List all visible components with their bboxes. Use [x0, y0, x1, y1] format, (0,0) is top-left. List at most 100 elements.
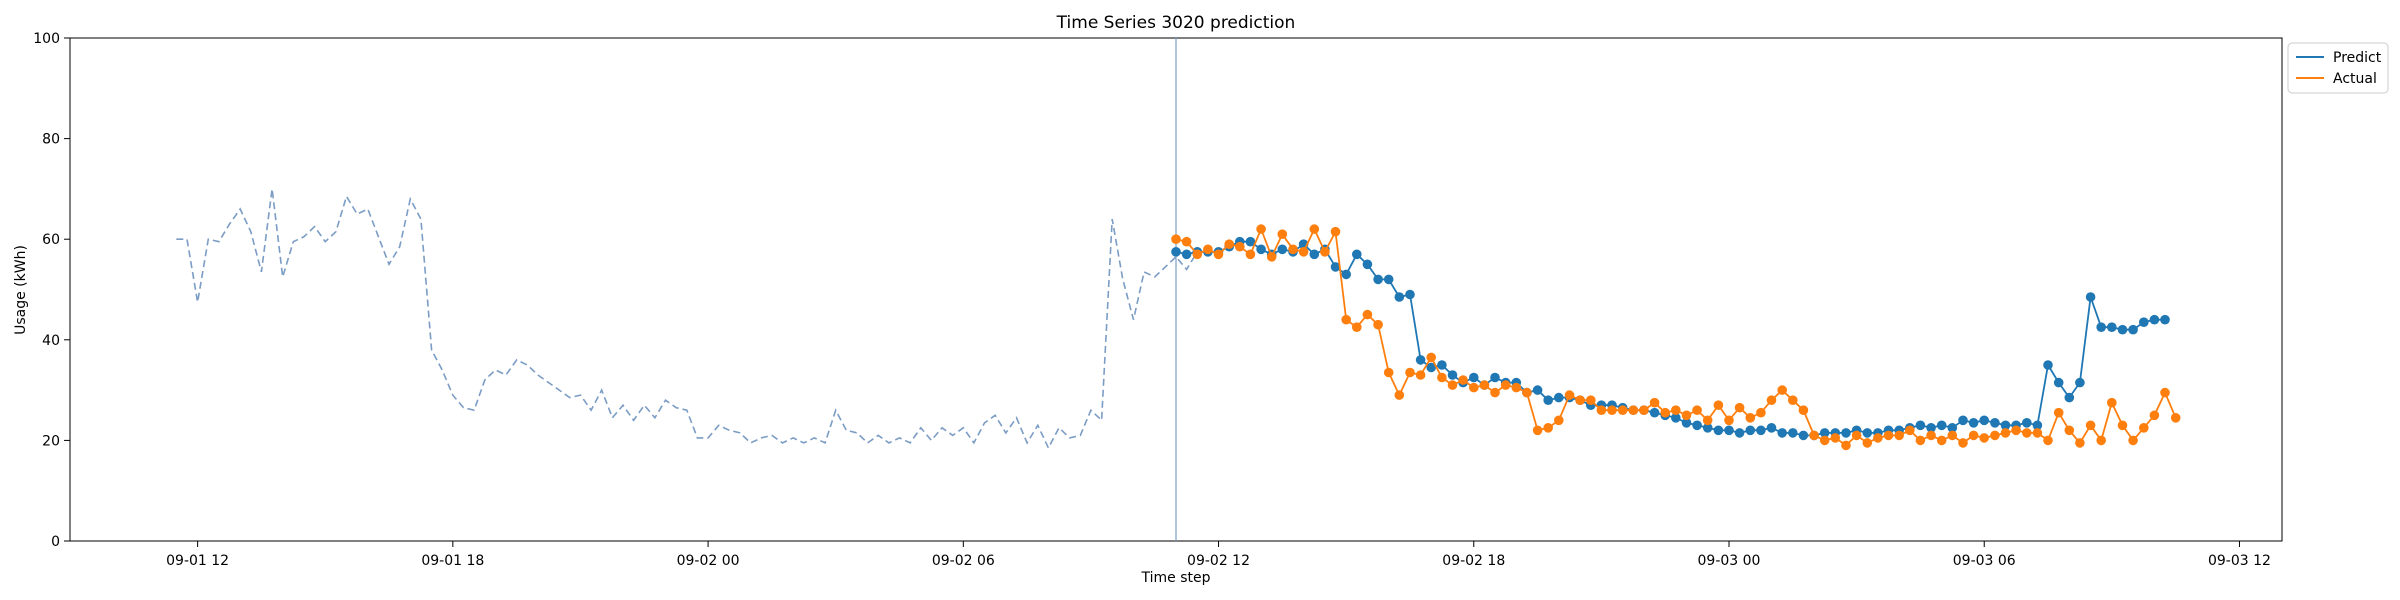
x-axis-title: Time step — [1141, 570, 1211, 586]
predict-point — [1383, 274, 1394, 285]
predict-point — [1437, 360, 1447, 370]
actual-point — [1564, 390, 1575, 400]
predict-point — [1756, 425, 1766, 436]
actual-point — [2085, 420, 2096, 431]
predict-point — [1734, 428, 1745, 438]
actual-point — [1766, 395, 1777, 406]
actual-point — [1362, 309, 1373, 320]
actual-point — [1756, 407, 1766, 418]
actual-point — [2011, 425, 2021, 436]
actual-point — [1628, 405, 1639, 416]
actual-point — [1532, 425, 1543, 436]
actual-point — [1809, 430, 1819, 441]
actual-point — [1437, 372, 1447, 383]
actual-point — [1905, 425, 1915, 436]
y-tick-label: 40 — [42, 333, 60, 349]
x-tick-label: 09-03 00 — [1698, 553, 1761, 569]
actual-point — [1851, 430, 1862, 441]
actual-point — [1330, 226, 1341, 237]
actual-point — [1692, 405, 1702, 416]
actual-point — [2032, 428, 2043, 438]
predict-point — [1426, 362, 1436, 373]
actual-point — [1819, 435, 1830, 446]
x-tick-label: 09-02 12 — [1187, 553, 1250, 569]
x-tick-label: 09-01 18 — [421, 553, 484, 569]
y-axis: 0 20 40 60 80 100 — [33, 31, 70, 550]
x-tick-label: 09-03 06 — [1953, 553, 2016, 569]
actual-point — [1990, 430, 2000, 441]
actual-point — [1522, 387, 1532, 398]
predict-point — [1415, 355, 1426, 365]
actual-point — [1192, 249, 1203, 260]
actual-point — [1915, 435, 1926, 446]
actual-point — [1235, 241, 1245, 252]
predict-point — [1309, 249, 1320, 260]
predict-point — [1968, 418, 1979, 428]
actual-point — [1607, 405, 1617, 416]
predict-point — [1330, 262, 1341, 272]
predict-point — [1245, 236, 1256, 247]
predict-point — [2053, 377, 2064, 388]
actual-point — [1713, 400, 1724, 411]
predict-point — [2064, 392, 2075, 403]
actual-point — [1213, 249, 1224, 260]
actual-point — [1862, 438, 1873, 448]
actual-point — [1511, 382, 1522, 393]
chart-legend: Predict Actual — [2287, 42, 2389, 94]
actual-point — [2022, 428, 2032, 438]
x-tick-label: 09-01 12 — [166, 553, 229, 569]
y-tick-label: 60 — [42, 232, 60, 248]
predict-point — [1447, 370, 1458, 380]
actual-point — [2128, 435, 2138, 446]
actual-point — [1320, 247, 1330, 257]
actual-point — [1660, 407, 1670, 418]
predict-point — [2139, 317, 2149, 328]
predict-point — [1171, 247, 1181, 257]
actual-point — [2000, 428, 2011, 438]
predict-point — [2117, 324, 2128, 335]
predict-point — [1766, 423, 1777, 433]
x-axis: 09-01 12 09-01 18 09-02 00 09-02 06 09-02 12… — [166, 541, 2271, 569]
predict-point — [2128, 324, 2138, 335]
predict-point — [1926, 423, 1936, 433]
predict-point — [2022, 418, 2032, 428]
actual-point — [1298, 247, 1309, 257]
predict-point — [1649, 407, 1660, 418]
predict-point — [1819, 428, 1830, 438]
predict-point — [1724, 425, 1734, 436]
actual-point — [1788, 395, 1798, 406]
predict-point — [2160, 314, 2170, 325]
predict-point — [1341, 269, 1351, 280]
predict-point — [1788, 428, 1798, 438]
actual-point — [1596, 405, 1607, 416]
actual-point — [1415, 370, 1426, 380]
predict-point — [1936, 420, 1947, 431]
actual-point — [1724, 415, 1734, 426]
legend-box — [2287, 42, 2389, 94]
actual-point — [1543, 423, 1553, 433]
x-tick-label: 09-03 12 — [2208, 553, 2271, 569]
y-tick-label: 20 — [42, 433, 60, 449]
predict-point — [2085, 292, 2096, 302]
actual-point — [1171, 234, 1181, 244]
actual-point — [1266, 251, 1277, 262]
actual-point — [1394, 390, 1405, 400]
actual-point — [1245, 249, 1256, 260]
actual-point — [2096, 435, 2106, 446]
plot-area — [69, 37, 2283, 542]
predict-point — [1554, 392, 1564, 403]
actual-point — [1734, 402, 1745, 413]
actual-point — [2160, 387, 2170, 398]
predict-point — [2075, 377, 2085, 388]
actual-point — [1490, 387, 1500, 398]
x-tick-label: 09-02 18 — [1442, 553, 1505, 569]
y-axis-title: Usage (kWh) — [13, 245, 29, 335]
actual-point — [1479, 380, 1490, 390]
actual-point — [1341, 314, 1351, 325]
predict-point — [1862, 428, 1873, 438]
x-tick-label: 09-02 06 — [932, 553, 995, 569]
actual-point — [1841, 440, 1851, 451]
actual-point — [1447, 380, 1458, 390]
actual-point — [1798, 405, 1809, 416]
